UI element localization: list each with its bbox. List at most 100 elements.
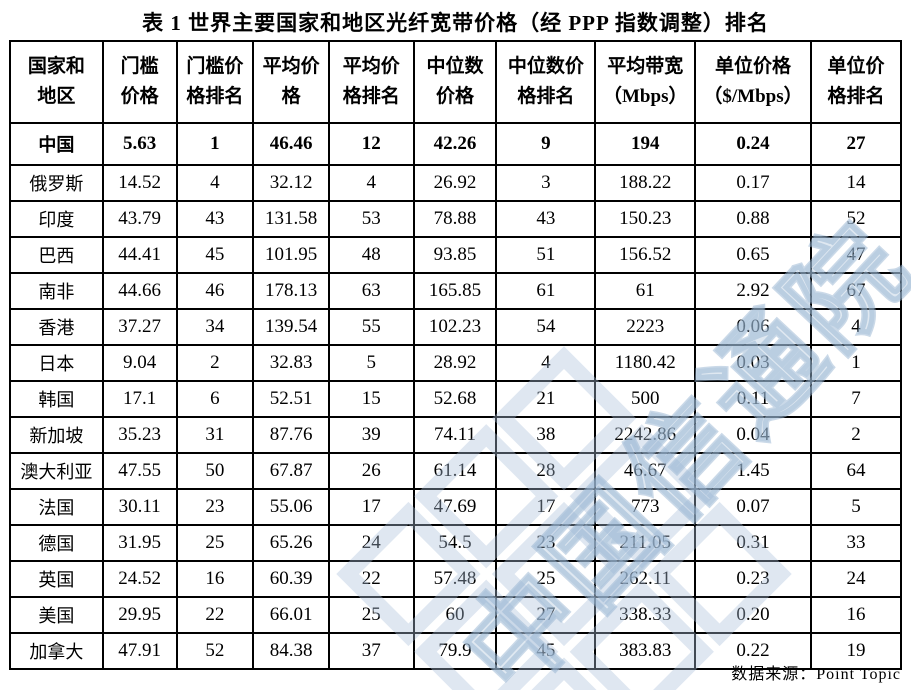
value-cell: 57.48 <box>412 560 498 598</box>
column-header-average-bandwidth: 平均带宽 （Mbps） <box>594 40 697 124</box>
value-cell: 0.31 <box>694 524 812 562</box>
region-cell: 新加坡 <box>9 416 104 454</box>
value-cell: 28.92 <box>412 344 498 382</box>
column-header-average-price: 平均价 格 <box>252 40 330 124</box>
table-row: 加拿大 47.91 52 84.38 37 79.9 45 383.83 0.22 19 <box>9 632 903 670</box>
value-cell: 29.95 <box>101 596 178 634</box>
value-cell: 87.76 <box>252 416 330 454</box>
value-cell: 17.1 <box>101 380 178 418</box>
value-cell: 61 <box>495 272 597 310</box>
value-cell: 61.14 <box>412 452 498 490</box>
region-cell: 加拿大 <box>9 632 104 670</box>
region-cell: 美国 <box>9 596 104 634</box>
value-cell: 47.69 <box>412 488 498 526</box>
value-cell: 44.41 <box>101 236 178 274</box>
value-cell: 2.92 <box>694 272 812 310</box>
value-cell: 55.06 <box>252 488 330 526</box>
table-row: 德国 31.95 25 65.26 24 54.5 23 211.05 0.31 33 <box>9 524 903 562</box>
value-cell: 19 <box>809 632 903 670</box>
value-cell: 47 <box>809 236 903 274</box>
value-cell: 131.58 <box>252 200 330 238</box>
value-cell: 54 <box>495 308 597 346</box>
table-row: 英国 24.52 16 60.39 22 57.48 25 262.11 0.23 24 <box>9 560 903 598</box>
column-header-median-price: 中位数 价格 <box>412 40 498 124</box>
value-cell: 383.83 <box>594 632 697 670</box>
region-cell: 俄罗斯 <box>9 164 104 202</box>
region-cell: 英国 <box>9 560 104 598</box>
value-cell: 0.24 <box>694 122 812 166</box>
value-cell: 4 <box>495 344 597 382</box>
value-cell: 0.17 <box>694 164 812 202</box>
value-cell: 43 <box>175 200 255 238</box>
value-cell: 37 <box>327 632 415 670</box>
value-cell: 45 <box>495 632 597 670</box>
value-cell: 79.9 <box>412 632 498 670</box>
value-cell: 5 <box>327 344 415 382</box>
value-cell: 5 <box>809 488 903 526</box>
value-cell: 9 <box>495 122 597 166</box>
value-cell: 24 <box>327 524 415 562</box>
value-cell: 101.95 <box>252 236 330 274</box>
value-cell: 60.39 <box>252 560 330 598</box>
value-cell: 773 <box>594 488 697 526</box>
value-cell: 4 <box>809 308 903 346</box>
value-cell: 0.88 <box>694 200 812 238</box>
value-cell: 31.95 <box>101 524 178 562</box>
value-cell: 46 <box>175 272 255 310</box>
value-cell: 37.27 <box>101 308 178 346</box>
value-cell: 84.38 <box>252 632 330 670</box>
value-cell: 14 <box>809 164 903 202</box>
column-header-unit-price: 单位价格 （$/Mbps） <box>694 40 812 124</box>
value-cell: 63 <box>327 272 415 310</box>
value-cell: 65.26 <box>252 524 330 562</box>
value-cell: 67 <box>809 272 903 310</box>
column-header-threshold-price: 门槛 价格 <box>101 40 178 124</box>
table-body: 中国 5.63 1 46.46 12 42.26 9 194 0.24 27 俄罗斯 14.52 4 3… <box>9 122 903 670</box>
table-row: 法国 30.11 23 55.06 17 47.69 17 773 0.07 5 <box>9 488 903 526</box>
value-cell: 43 <box>495 200 597 238</box>
value-cell: 0.07 <box>694 488 812 526</box>
table-row: 香港 37.27 34 139.54 55 102.23 54 2223 0.06 4 <box>9 308 903 346</box>
value-cell: 33 <box>809 524 903 562</box>
value-cell: 52.68 <box>412 380 498 418</box>
table-row: 澳大利亚 47.55 50 67.87 26 61.14 28 46.67 1.45 64 <box>9 452 903 490</box>
value-cell: 54.5 <box>412 524 498 562</box>
value-cell: 48 <box>327 236 415 274</box>
value-cell: 64 <box>809 452 903 490</box>
value-cell: 4 <box>175 164 255 202</box>
value-cell: 17 <box>327 488 415 526</box>
value-cell: 338.33 <box>594 596 697 634</box>
table-row: 巴西 44.41 45 101.95 48 93.85 51 156.52 0.65 47 <box>9 236 903 274</box>
value-cell: 52.51 <box>252 380 330 418</box>
value-cell: 6 <box>175 380 255 418</box>
value-cell: 0.65 <box>694 236 812 274</box>
value-cell: 156.52 <box>594 236 697 274</box>
region-cell: 南非 <box>9 272 104 310</box>
value-cell: 24 <box>809 560 903 598</box>
region-cell: 中国 <box>9 122 104 166</box>
region-cell: 法国 <box>9 488 104 526</box>
region-cell: 巴西 <box>9 236 104 274</box>
table-row: 俄罗斯 14.52 4 32.12 4 26.92 3 188.22 0.17 14 <box>9 164 903 202</box>
value-cell: 150.23 <box>594 200 697 238</box>
value-cell: 3 <box>495 164 597 202</box>
table-header: 国家和 地区 门槛 价格 门槛价 格排名 平均价 格 平均价 格排名 中位数 价… <box>9 40 903 124</box>
value-cell: 0.22 <box>694 632 812 670</box>
value-cell: 39 <box>327 416 415 454</box>
value-cell: 2 <box>175 344 255 382</box>
value-cell: 9.04 <box>101 344 178 382</box>
value-cell: 0.03 <box>694 344 812 382</box>
table-row: 日本 9.04 2 32.83 5 28.92 4 1180.42 0.03 1 <box>9 344 903 382</box>
value-cell: 55 <box>327 308 415 346</box>
value-cell: 60 <box>412 596 498 634</box>
value-cell: 47.55 <box>101 452 178 490</box>
value-cell: 188.22 <box>594 164 697 202</box>
region-cell: 日本 <box>9 344 104 382</box>
value-cell: 2 <box>809 416 903 454</box>
value-cell: 32.12 <box>252 164 330 202</box>
region-cell: 澳大利亚 <box>9 452 104 490</box>
column-header-region: 国家和 地区 <box>9 40 104 124</box>
broadband-price-table: 国家和 地区 门槛 价格 门槛价 格排名 平均价 格 平均价 格排名 中位数 价… <box>9 40 903 670</box>
table-row: 美国 29.95 22 66.01 25 60 27 338.33 0.20 16 <box>9 596 903 634</box>
value-cell: 139.54 <box>252 308 330 346</box>
